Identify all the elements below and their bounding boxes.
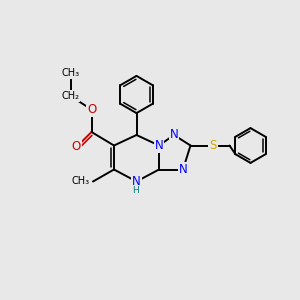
Text: N: N bbox=[132, 175, 141, 188]
Text: N: N bbox=[178, 163, 188, 176]
Text: CH₃: CH₃ bbox=[71, 176, 89, 187]
Text: N: N bbox=[154, 139, 164, 152]
Text: CH₂: CH₂ bbox=[61, 91, 80, 101]
Text: S: S bbox=[209, 139, 217, 152]
Text: H: H bbox=[132, 186, 139, 195]
Text: O: O bbox=[72, 140, 81, 154]
Text: O: O bbox=[87, 103, 96, 116]
Text: CH₃: CH₃ bbox=[61, 68, 80, 79]
Text: N: N bbox=[169, 128, 178, 142]
